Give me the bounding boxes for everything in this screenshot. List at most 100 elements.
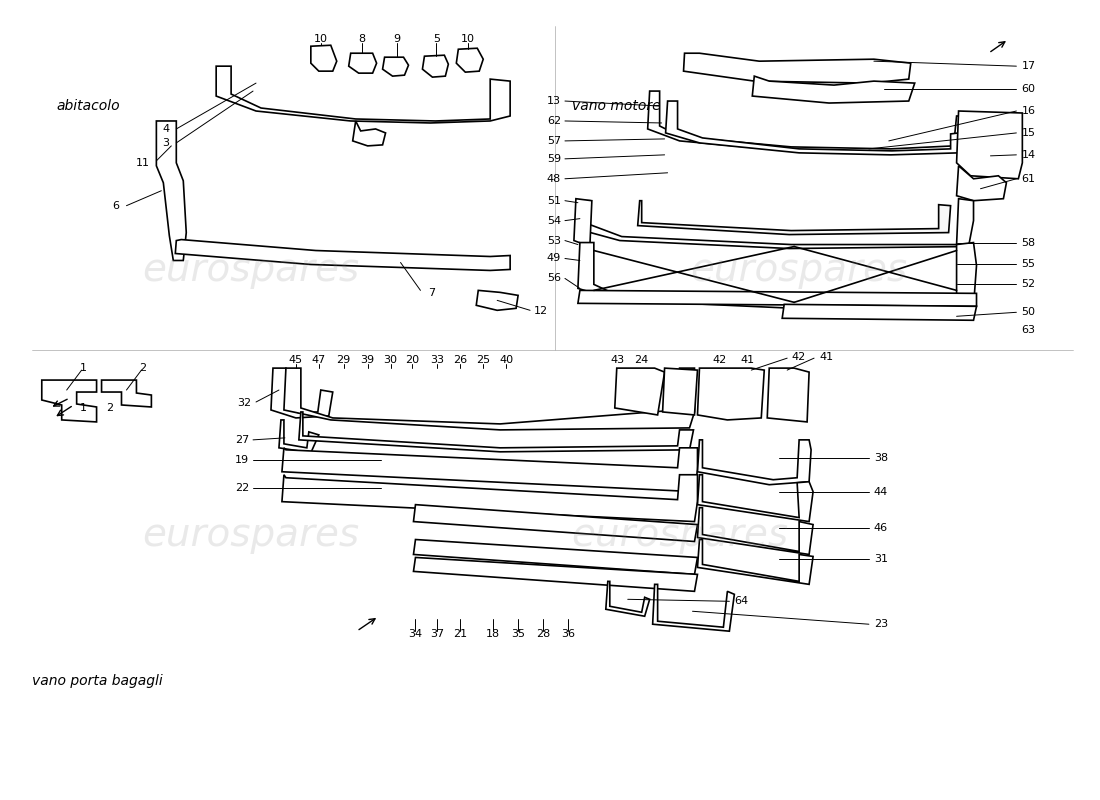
Text: 59: 59	[547, 154, 561, 164]
Polygon shape	[652, 584, 735, 631]
Text: 62: 62	[547, 116, 561, 126]
Polygon shape	[414, 558, 697, 591]
Polygon shape	[606, 582, 650, 616]
Text: abitacolo: abitacolo	[57, 99, 120, 113]
Polygon shape	[615, 368, 664, 415]
Text: 42: 42	[713, 355, 726, 365]
Text: 1: 1	[79, 363, 87, 373]
Text: 18: 18	[486, 629, 500, 639]
Polygon shape	[666, 101, 958, 155]
Polygon shape	[648, 91, 964, 153]
Polygon shape	[349, 54, 376, 73]
Text: eurospares: eurospares	[143, 515, 360, 554]
Polygon shape	[697, 368, 764, 420]
Text: 54: 54	[547, 216, 561, 226]
Text: 29: 29	[337, 355, 351, 365]
Polygon shape	[697, 539, 813, 584]
Polygon shape	[279, 420, 319, 453]
Text: 63: 63	[1022, 326, 1035, 335]
Text: 21: 21	[453, 629, 468, 639]
Text: 4: 4	[162, 124, 169, 134]
Polygon shape	[782, 304, 977, 320]
Text: 58: 58	[1022, 238, 1035, 247]
Text: 57: 57	[547, 136, 561, 146]
Text: 35: 35	[512, 629, 525, 639]
Polygon shape	[101, 380, 152, 407]
Text: eurospares: eurospares	[143, 251, 360, 290]
Text: 5: 5	[433, 34, 440, 44]
Polygon shape	[414, 505, 697, 542]
Text: 32: 32	[236, 398, 251, 408]
Polygon shape	[383, 57, 408, 76]
Text: 11: 11	[135, 158, 150, 168]
Text: 64: 64	[735, 596, 748, 606]
Text: 6: 6	[112, 201, 120, 210]
Text: 2: 2	[107, 403, 113, 413]
Text: 56: 56	[547, 274, 561, 283]
Text: 22: 22	[234, 482, 249, 493]
Text: 38: 38	[873, 453, 888, 462]
Polygon shape	[156, 121, 186, 261]
Polygon shape	[957, 111, 1022, 178]
Polygon shape	[42, 380, 97, 422]
Text: 43: 43	[610, 355, 625, 365]
Text: 41: 41	[820, 352, 833, 362]
Polygon shape	[574, 198, 592, 246]
Polygon shape	[697, 440, 811, 485]
Polygon shape	[299, 412, 693, 452]
Polygon shape	[767, 368, 810, 422]
Text: 12: 12	[535, 306, 548, 316]
Text: 49: 49	[547, 254, 561, 263]
Polygon shape	[282, 448, 697, 492]
Text: 7: 7	[428, 288, 436, 298]
Polygon shape	[683, 54, 911, 83]
Text: 13: 13	[547, 96, 561, 106]
Text: 40: 40	[499, 355, 514, 365]
Polygon shape	[662, 368, 697, 415]
Text: 23: 23	[873, 619, 888, 630]
Text: 2: 2	[140, 363, 146, 373]
Text: 17: 17	[1022, 61, 1035, 71]
Text: 46: 46	[873, 522, 888, 533]
Polygon shape	[271, 368, 333, 418]
Polygon shape	[476, 290, 518, 310]
Text: 50: 50	[1022, 307, 1035, 318]
Text: 3: 3	[163, 138, 169, 148]
Polygon shape	[752, 76, 915, 103]
Text: 14: 14	[1022, 150, 1035, 160]
Text: 8: 8	[359, 34, 365, 44]
Text: 9: 9	[393, 34, 400, 44]
Text: 28: 28	[536, 629, 550, 639]
Text: eurospares: eurospares	[691, 251, 907, 290]
Text: 36: 36	[561, 629, 575, 639]
Text: 37: 37	[430, 629, 444, 639]
Polygon shape	[638, 201, 950, 234]
Text: vano porta bagagli: vano porta bagagli	[32, 674, 163, 688]
Polygon shape	[353, 121, 386, 146]
Text: 19: 19	[235, 454, 249, 465]
Text: 33: 33	[430, 355, 444, 365]
Text: 31: 31	[873, 554, 888, 565]
Polygon shape	[578, 290, 977, 306]
Polygon shape	[217, 66, 510, 123]
Text: 53: 53	[547, 235, 561, 246]
Text: 20: 20	[406, 355, 419, 365]
Text: 44: 44	[873, 486, 888, 497]
Text: 15: 15	[1022, 128, 1035, 138]
Text: 45: 45	[289, 355, 302, 365]
Text: 16: 16	[1022, 106, 1035, 116]
Text: 27: 27	[234, 435, 249, 445]
Text: 1: 1	[79, 403, 87, 413]
Polygon shape	[578, 242, 977, 308]
Polygon shape	[422, 55, 449, 77]
Text: 30: 30	[384, 355, 397, 365]
Text: 60: 60	[1022, 84, 1035, 94]
Polygon shape	[284, 368, 694, 430]
Text: eurospares: eurospares	[571, 515, 788, 554]
Polygon shape	[576, 198, 974, 249]
Polygon shape	[175, 239, 510, 270]
Text: 34: 34	[408, 629, 422, 639]
Text: 41: 41	[740, 355, 755, 365]
Text: 26: 26	[453, 355, 468, 365]
Polygon shape	[957, 166, 1006, 201]
